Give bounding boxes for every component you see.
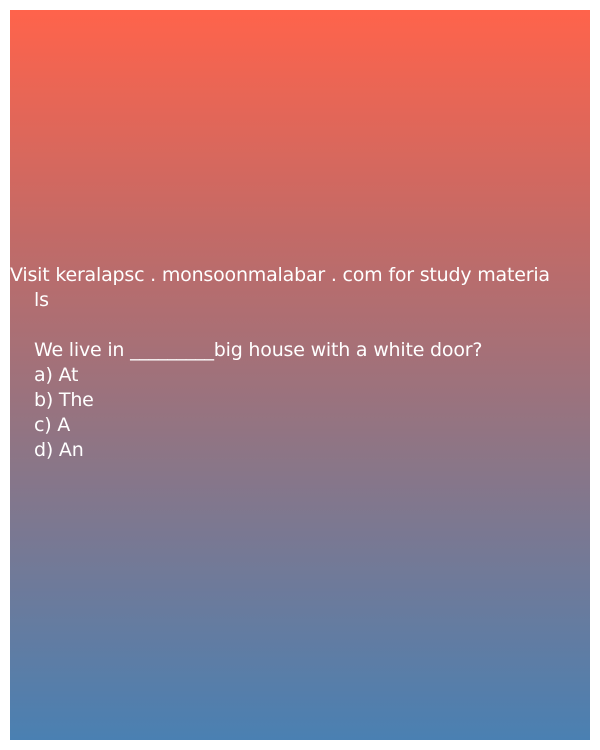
option-b: b) The (34, 389, 94, 411)
option-d: d) An (34, 439, 84, 461)
question-card: Visit keralapsc . monsoonmalabar . com f… (10, 10, 590, 740)
promo-line-2: ls (34, 289, 49, 311)
spacer (10, 313, 590, 338)
question-text: We live in _________big house with a whi… (34, 339, 483, 361)
option-c: c) A (34, 414, 71, 436)
option-a: a) At (34, 364, 79, 386)
question-text-block: Visit keralapsc . monsoonmalabar . com f… (10, 263, 590, 463)
promo-line-1: Visit keralapsc . monsoonmalabar . com f… (10, 264, 550, 286)
